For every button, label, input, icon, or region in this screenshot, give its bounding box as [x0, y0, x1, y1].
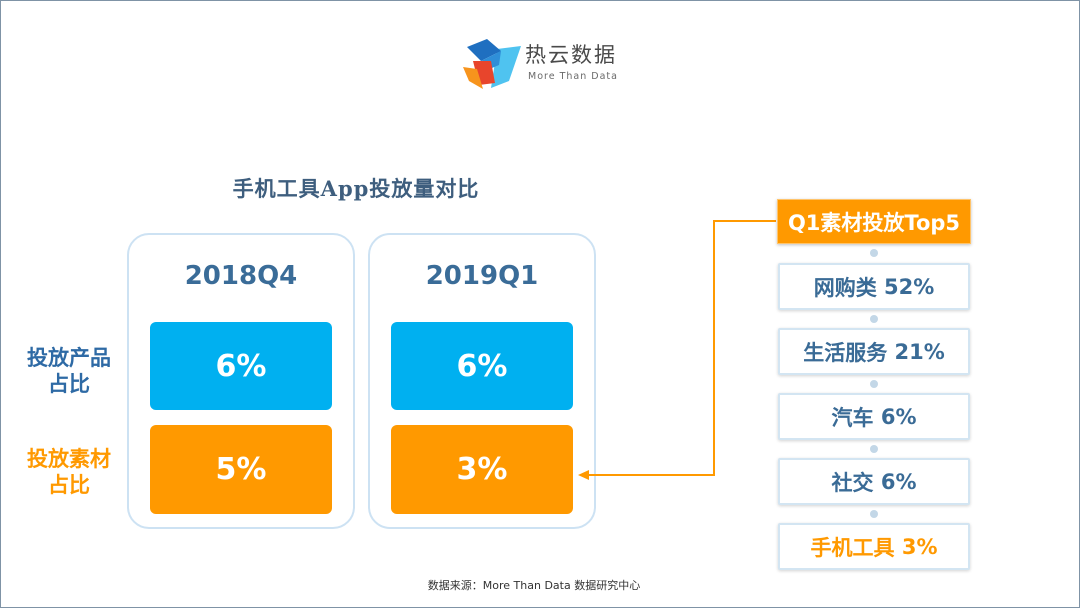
- material-share-box: 3%: [391, 425, 573, 514]
- source-footnote: 数据来源：More Than Data 数据研究中心: [427, 579, 641, 592]
- period-card-2018q4: 2018Q4 6% 5%: [127, 233, 355, 529]
- product-share-box: 6%: [150, 322, 332, 410]
- period-header: 2018Q4: [184, 261, 298, 291]
- connector-dot: [870, 510, 878, 518]
- row-label-line: 占比: [48, 472, 90, 497]
- product-share-box: 6%: [391, 322, 573, 410]
- top5-item-share: 6%: [880, 469, 917, 494]
- chart-title: 手机工具App投放量对比: [232, 176, 480, 201]
- top5-item-share: 52%: [884, 274, 935, 299]
- logo-tagline: More Than Data: [528, 71, 618, 82]
- top5-item: 汽车 6%: [778, 393, 970, 440]
- top5-header: Q1素材投放Top5: [777, 199, 971, 244]
- top5-item: 网购类 52%: [778, 263, 970, 310]
- top5-item-share: 6%: [880, 404, 917, 429]
- top5-item: 手机工具 3%: [778, 523, 970, 570]
- top5-item-category: 社交: [831, 470, 874, 495]
- logo-shape-dark-blue: [467, 39, 501, 61]
- top5-item-category: 汽车: [831, 405, 874, 430]
- connector-dot: [870, 249, 878, 257]
- top5-item-share: 21%: [894, 339, 945, 364]
- top5-item-category: 手机工具: [810, 535, 895, 560]
- logo-shape-orange: [463, 67, 483, 89]
- connector-line: [587, 220, 776, 476]
- top5-item: 社交 6%: [778, 458, 970, 505]
- top5-item-category: 生活服务: [803, 340, 888, 365]
- top5-item: 生活服务 21%: [778, 328, 970, 375]
- material-share-box: 5%: [150, 425, 332, 514]
- row-label-line: 投放素材: [27, 446, 111, 471]
- top5-item-share: 3%: [901, 534, 938, 559]
- connector-dot: [870, 445, 878, 453]
- row-label-product-share: 投放产品 占比: [21, 345, 117, 397]
- top5-item-category: 网购类: [813, 275, 877, 300]
- period-card-2019q1: 2019Q1 6% 3%: [368, 233, 596, 529]
- logo-icon: [463, 39, 521, 89]
- row-label-line: 投放产品: [27, 345, 111, 370]
- logo-brand-name: 热云数据: [525, 43, 617, 67]
- row-label-line: 占比: [48, 371, 90, 396]
- connector-dot: [870, 315, 878, 323]
- period-header: 2019Q1: [425, 261, 539, 291]
- connector-dot: [870, 380, 878, 388]
- row-label-material-share: 投放素材 占比: [21, 446, 117, 498]
